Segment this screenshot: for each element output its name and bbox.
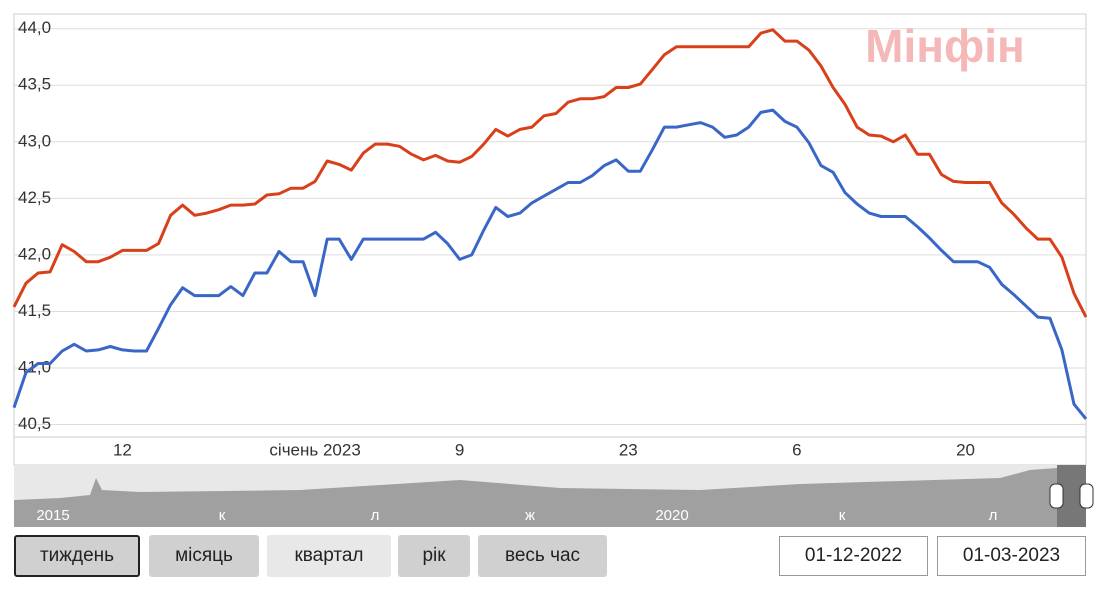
x-tick-label: 6 — [792, 440, 801, 459]
period-button[interactable]: місяць — [149, 535, 259, 577]
x-tick-label: 20 — [956, 440, 975, 459]
period-button[interactable]: тиждень — [14, 535, 140, 577]
x-tick-label: 23 — [619, 440, 638, 459]
navigator-label: 2020 — [655, 507, 688, 524]
navigator-label: л — [371, 507, 380, 524]
x-tick-label: 9 — [455, 440, 464, 459]
line-series — [12, 28, 1088, 318]
y-tick-label: 40,5 — [18, 414, 51, 433]
navigator-label: 2015 — [36, 507, 69, 524]
y-tick-label: 42,0 — [18, 244, 51, 263]
y-tick-label: 42,5 — [18, 188, 51, 207]
y-tick-label: 43,5 — [18, 75, 51, 94]
line-series — [12, 108, 1088, 420]
plot-frame — [13, 13, 1087, 466]
y-tick-label: 43,0 — [18, 131, 51, 150]
period-button[interactable]: весь час — [478, 535, 607, 577]
navigator-label: к — [839, 507, 846, 524]
navigator-handle[interactable] — [1079, 483, 1094, 509]
y-tick-label: 41,5 — [18, 301, 51, 320]
date-to[interactable]: 01-03-2023 — [937, 536, 1086, 576]
navigator-label: л — [989, 507, 998, 524]
period-button[interactable]: квартал — [267, 535, 391, 577]
period-button[interactable]: рік — [398, 535, 470, 577]
x-tick-label: 12 — [113, 440, 132, 459]
date-from[interactable]: 01-12-2022 — [779, 536, 928, 576]
navigator-label: к — [219, 507, 226, 524]
x-tick-label: січень 2023 — [269, 440, 360, 459]
watermark: Мінфін — [865, 20, 1025, 72]
navigator-handle[interactable] — [1049, 483, 1064, 509]
navigator-label: ж — [525, 507, 535, 524]
navigator-area — [14, 466, 1086, 527]
y-tick-label: 44,0 — [18, 18, 51, 37]
